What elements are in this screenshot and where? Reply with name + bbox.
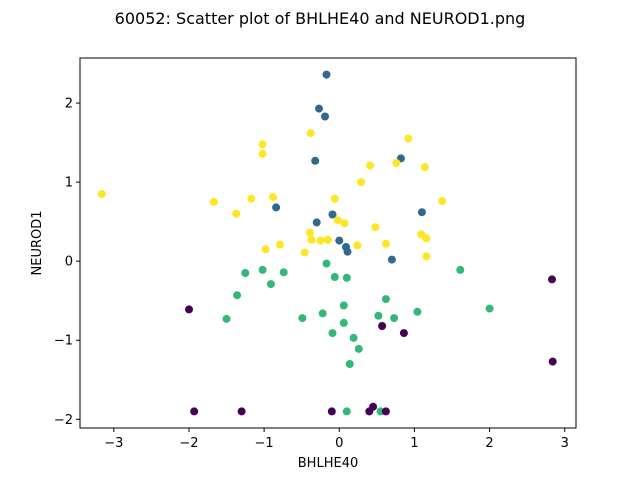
data-point: [241, 269, 250, 277]
data-point: [306, 228, 314, 237]
data-point: [261, 245, 270, 254]
y-tick-label: −1: [54, 334, 73, 349]
data-point: [258, 149, 267, 158]
data-point: [381, 295, 390, 304]
data-point: [371, 223, 380, 232]
data-point: [322, 70, 331, 79]
data-point: [222, 314, 231, 323]
data-point: [335, 236, 344, 245]
data-point: [342, 273, 351, 282]
data-point: [266, 280, 275, 289]
data-point: [327, 407, 336, 416]
data-point: [345, 360, 354, 368]
data-point: [209, 197, 218, 206]
data-point: [366, 161, 375, 170]
data-point: [185, 305, 193, 314]
data-point: [390, 314, 399, 323]
data-point: [324, 235, 332, 244]
data-point: [298, 314, 307, 323]
data-point: [399, 329, 408, 338]
y-tick-label: 0: [65, 255, 73, 270]
chart-title: 60052: Scatter plot of BHLHE40 and NEURO…: [115, 9, 526, 28]
data-point: [548, 357, 557, 366]
data-point: [422, 252, 431, 261]
data-point: [438, 197, 447, 206]
data-point: [343, 247, 352, 256]
data-point: [321, 112, 329, 121]
data-points: [97, 70, 557, 416]
data-point: [318, 309, 327, 318]
data-point: [378, 322, 387, 330]
data-point: [381, 239, 390, 248]
data-point: [404, 134, 413, 143]
data-point: [387, 255, 396, 264]
data-point: [342, 407, 351, 416]
data-point: [374, 311, 383, 320]
data-point: [485, 304, 494, 313]
data-point: [548, 275, 556, 284]
data-point: [306, 129, 315, 138]
x-tick-label: 3: [561, 436, 569, 451]
data-point: [311, 156, 320, 165]
x-tick-label: 0: [335, 436, 343, 451]
data-point: [275, 240, 284, 249]
data-point: [269, 193, 278, 202]
data-point: [369, 402, 378, 411]
data-point: [300, 248, 309, 257]
data-point: [422, 234, 431, 243]
data-point: [456, 265, 465, 274]
y-tick-label: −2: [54, 413, 73, 428]
data-point: [339, 318, 348, 327]
data-point: [247, 194, 256, 203]
data-point: [392, 159, 401, 168]
data-point: [333, 216, 342, 225]
plot-frame: [79, 57, 577, 429]
data-point: [312, 218, 321, 227]
data-point: [316, 236, 325, 245]
x-tick-label: −2: [179, 436, 198, 451]
data-point: [357, 178, 366, 187]
data-point: [322, 259, 331, 268]
data-point: [330, 273, 339, 281]
data-point: [279, 268, 288, 277]
x-tick-label: −1: [255, 436, 274, 451]
x-tick-label: 2: [485, 436, 493, 451]
data-point: [328, 210, 337, 219]
data-point: [330, 194, 339, 203]
data-point: [258, 140, 267, 149]
data-point: [307, 235, 316, 244]
data-point: [353, 241, 362, 250]
data-point: [232, 209, 241, 218]
data-point: [420, 163, 429, 172]
data-point: [349, 333, 358, 342]
y-axis-label: NEUROD1: [30, 211, 45, 276]
data-point: [233, 291, 242, 300]
x-tick-label: 1: [410, 436, 418, 451]
data-point: [381, 407, 390, 416]
data-point: [190, 407, 199, 416]
y-axis-ticks: −2 −1 0 1 2: [54, 97, 80, 428]
data-point: [354, 344, 363, 353]
data-point: [417, 208, 426, 217]
x-tick-label: −3: [104, 436, 123, 451]
data-point: [237, 407, 246, 416]
data-point: [258, 265, 267, 274]
x-axis-ticks: −3 −2 −1 0 1 2 3: [104, 428, 569, 451]
data-point: [339, 301, 348, 310]
data-point: [315, 104, 323, 113]
data-point: [340, 219, 349, 228]
data-point: [328, 329, 337, 338]
y-tick-label: 2: [65, 97, 73, 112]
y-tick-label: 1: [65, 176, 73, 191]
data-point: [272, 203, 281, 212]
data-point: [413, 307, 422, 316]
data-point: [97, 190, 106, 198]
x-axis-label: BHLHE40: [298, 456, 358, 471]
